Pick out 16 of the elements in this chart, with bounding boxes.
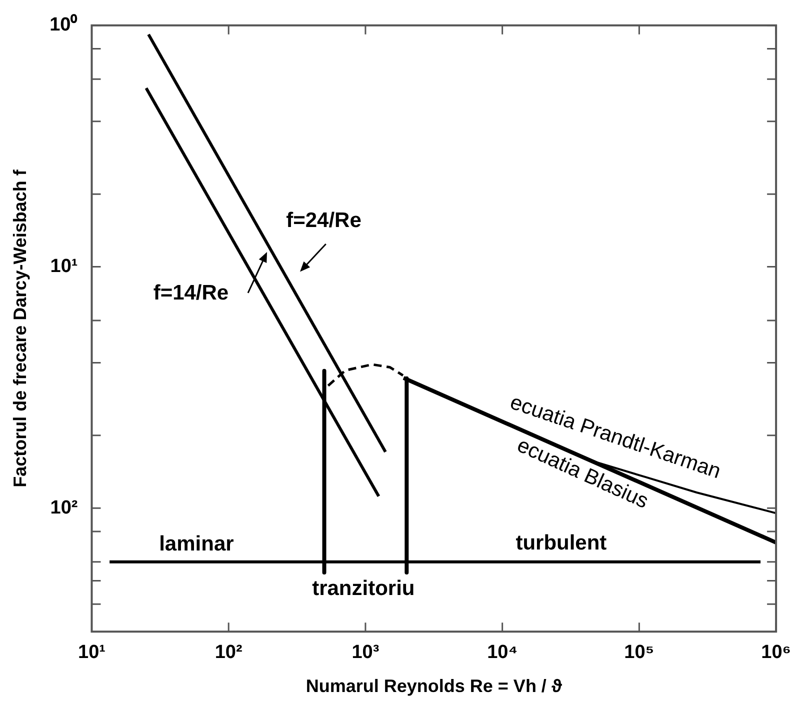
y-tick-label: 10⁰ [50, 14, 78, 36]
x-tick-label: 10¹ [78, 642, 106, 664]
y-tick-label: 10² [50, 497, 78, 518]
annotation: tranzitoriu [312, 576, 415, 600]
y-axis-title: Factorul de frecare Darcy-Weisbach f [10, 168, 30, 488]
x-axis-title: Numarul Reynolds Re = Vh / ϑ [306, 676, 562, 696]
x-tick-label: 10⁴ [487, 642, 518, 664]
x-tick-label: 10³ [352, 642, 380, 664]
x-tick-label: 10⁶ [761, 642, 792, 664]
x-tick-label: 10² [214, 642, 242, 664]
annotation: f=14/Re [153, 282, 229, 305]
x-tick-label: 10⁵ [624, 642, 654, 664]
annotation: f=24/Re [286, 209, 362, 232]
annotation: laminar [159, 532, 234, 556]
y-tick-label: 10¹ [50, 256, 78, 277]
annotation: turbulent [516, 532, 607, 554]
